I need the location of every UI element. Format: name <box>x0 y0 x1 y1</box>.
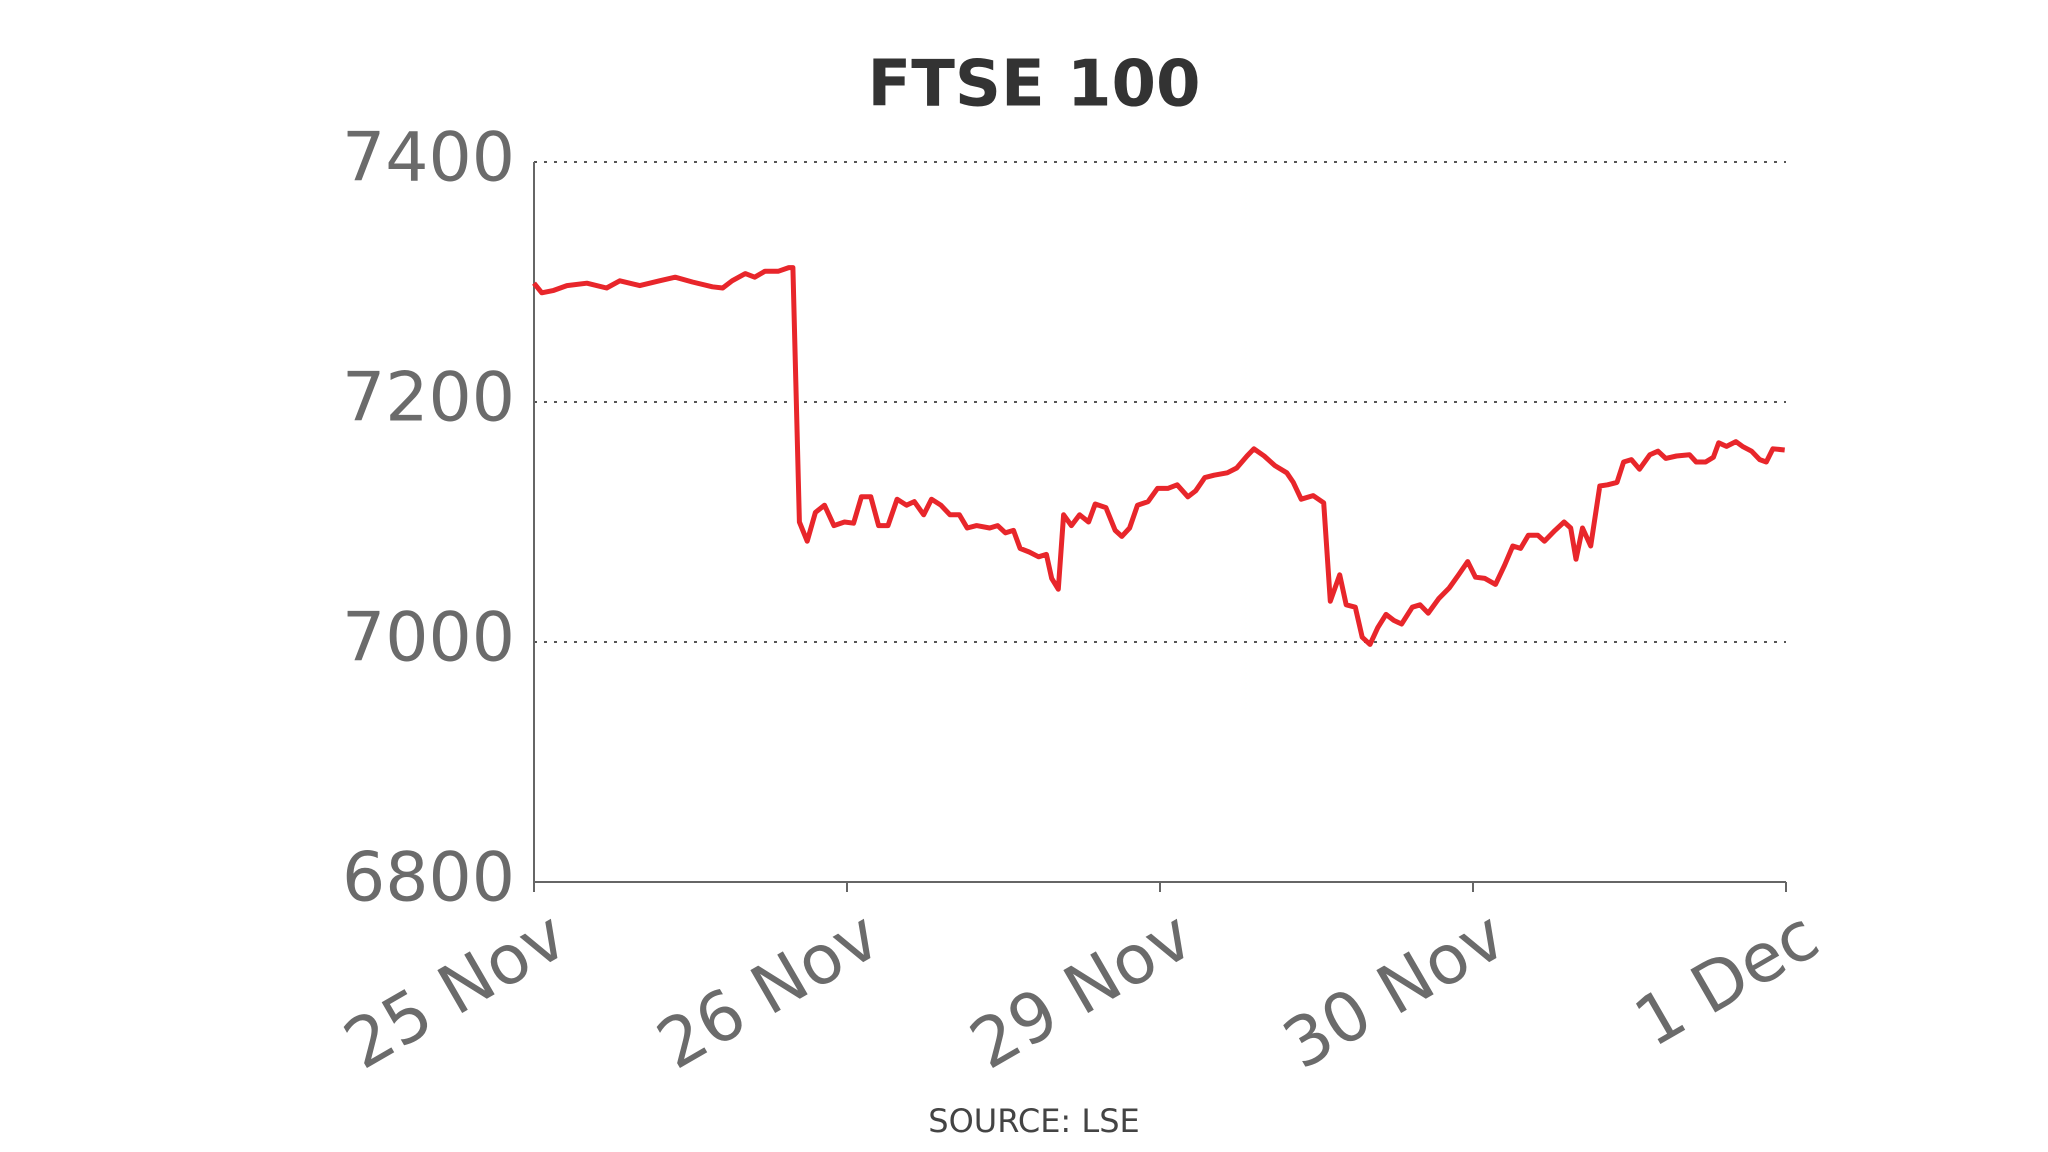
y-tick-label: 7000 <box>342 599 515 678</box>
x-tick-label: 25 Nov <box>332 896 580 1085</box>
price-line <box>532 265 1785 647</box>
y-tick-label: 6800 <box>342 839 515 918</box>
x-tick-label: 29 Nov <box>958 896 1206 1085</box>
x-tick-label: 1 Dec <box>1622 896 1832 1063</box>
y-tick-label: 7400 <box>342 119 515 198</box>
y-tick-label: 7200 <box>342 359 515 438</box>
x-tick-label: 30 Nov <box>1271 896 1519 1085</box>
x-tick-label: 26 Nov <box>645 896 893 1085</box>
source-note: SOURCE: LSE <box>928 1102 1139 1140</box>
chart-title: FTSE 100 <box>867 48 1200 122</box>
